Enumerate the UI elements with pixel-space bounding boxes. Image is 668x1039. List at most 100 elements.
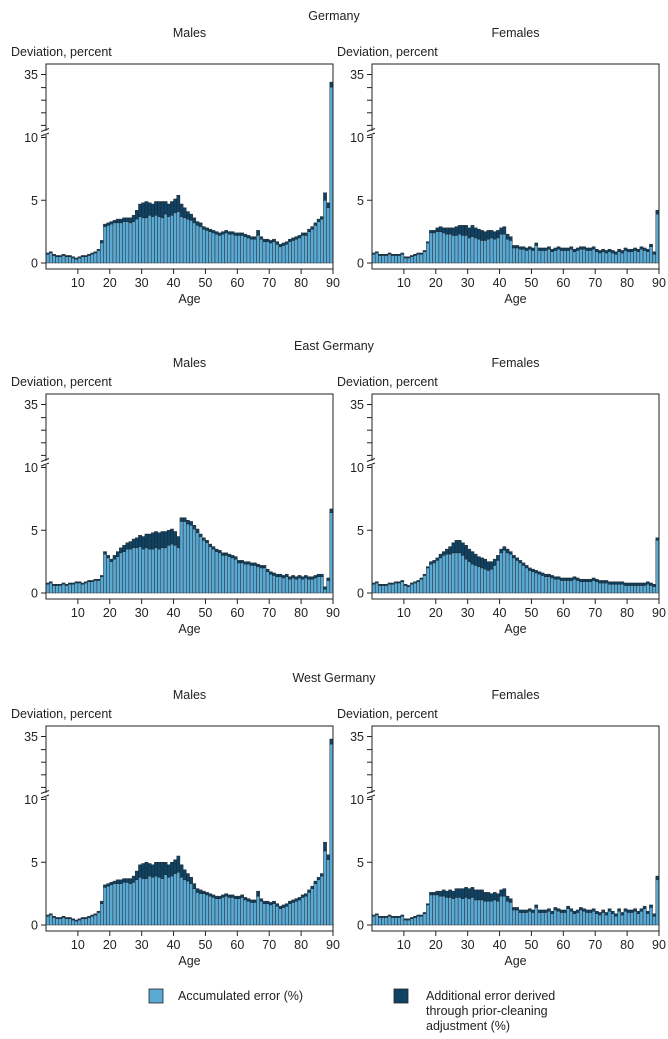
- bar-accumulated: [58, 256, 63, 264]
- bar-additional: [262, 900, 267, 904]
- bar-additional: [122, 878, 126, 883]
- bar-accumulated: [477, 899, 481, 926]
- bar-accumulated: [144, 217, 149, 264]
- bar-accumulated: [451, 235, 456, 264]
- bar-additional: [610, 910, 615, 914]
- y-axis-label: Deviation, percent: [337, 375, 438, 389]
- bar-accumulated: [323, 200, 327, 264]
- bar-additional: [610, 581, 615, 585]
- bar-accumulated: [93, 252, 98, 264]
- bar-additional: [537, 247, 542, 251]
- bar-accumulated: [221, 555, 225, 594]
- bar-accumulated: [438, 231, 443, 264]
- bar-accumulated: [119, 883, 123, 926]
- bar-accumulated: [119, 222, 123, 264]
- y-tick-label: 5: [31, 194, 38, 208]
- bar-accumulated: [464, 235, 468, 264]
- bar-accumulated: [394, 255, 398, 264]
- bar-additional: [157, 862, 162, 878]
- bar-additional: [243, 233, 248, 237]
- bar-additional: [80, 582, 85, 585]
- bar-additional: [406, 918, 411, 921]
- bar-accumulated: [138, 546, 142, 594]
- bar-accumulated: [579, 909, 583, 926]
- bar-additional: [559, 577, 564, 581]
- bar-additional: [227, 894, 232, 898]
- bar-accumulated: [297, 577, 302, 594]
- bar-additional: [122, 545, 126, 552]
- bar-accumulated: [48, 582, 53, 594]
- bar-additional: [591, 908, 596, 912]
- bar-additional: [87, 253, 91, 256]
- bar-accumulated: [323, 850, 327, 926]
- bar-additional: [304, 575, 308, 579]
- bar-accumulated: [569, 910, 574, 926]
- bar-additional: [307, 576, 311, 580]
- bar-accumulated: [486, 238, 491, 264]
- bar-accumulated: [179, 521, 184, 594]
- bar-additional: [630, 582, 634, 586]
- bar-additional: [477, 556, 481, 567]
- bar-additional: [559, 247, 564, 251]
- bar-additional: [297, 235, 302, 239]
- y-tick-label: 35: [24, 68, 38, 82]
- x-tick-label: 40: [167, 938, 181, 952]
- bar-additional: [227, 553, 232, 557]
- bar-additional: [326, 577, 331, 581]
- x-tick-label: 40: [167, 606, 181, 620]
- bar-additional: [125, 878, 130, 883]
- bar-additional: [419, 914, 424, 917]
- bar-additional: [454, 540, 459, 554]
- bar-accumulated: [521, 248, 526, 264]
- bar-accumulated: [553, 909, 558, 926]
- bar-accumulated: [473, 565, 478, 594]
- bar-additional: [208, 228, 213, 232]
- bar-additional: [588, 578, 593, 582]
- bar-accumulated: [457, 897, 462, 926]
- bar-accumulated: [58, 918, 63, 926]
- bar-accumulated: [512, 557, 516, 594]
- bar-additional: [163, 862, 168, 876]
- plot-frame: [45, 725, 334, 932]
- bar-accumulated: [524, 567, 529, 594]
- bar-additional: [492, 892, 497, 901]
- bar-additional: [227, 231, 232, 235]
- bar-additional: [170, 201, 174, 216]
- bar-accumulated: [160, 547, 165, 594]
- bar-additional: [563, 247, 567, 251]
- bar-additional: [74, 257, 79, 260]
- x-tick-label: 20: [103, 938, 117, 952]
- bar-accumulated: [230, 897, 235, 926]
- bar-accumulated: [256, 566, 260, 594]
- bar-additional: [381, 253, 385, 256]
- bar-additional: [473, 889, 478, 901]
- bar-accumulated: [90, 253, 95, 264]
- bar-accumulated: [166, 545, 171, 594]
- bar-additional: [202, 226, 206, 230]
- bar-accumulated: [307, 578, 311, 594]
- chart-legend: Accumulated error (%) Additional error d…: [148, 988, 555, 1033]
- bar-accumulated: [326, 859, 331, 926]
- bar-additional: [182, 207, 187, 219]
- bar-additional: [291, 575, 295, 579]
- axis-break-gap: [368, 793, 377, 797]
- x-tick-label: 80: [620, 276, 634, 290]
- bar-accumulated: [403, 257, 408, 264]
- bar-additional: [390, 915, 395, 918]
- bar-accumulated: [217, 235, 222, 264]
- x-tick-label: 30: [461, 938, 475, 952]
- bar-additional: [646, 248, 650, 252]
- bar-accumulated: [537, 912, 542, 926]
- bar-additional: [480, 230, 484, 241]
- bar-additional: [243, 561, 248, 565]
- bar-additional: [103, 223, 107, 227]
- bar-additional: [326, 202, 331, 209]
- bar-accumulated: [300, 235, 305, 264]
- bar-additional: [99, 575, 104, 577]
- bar-additional: [406, 585, 411, 587]
- y-axis-label: Deviation, percent: [337, 707, 438, 721]
- bar-accumulated: [480, 567, 484, 594]
- plot-frame: [371, 393, 660, 600]
- bar-accumulated: [182, 521, 187, 594]
- bar-additional: [176, 195, 181, 212]
